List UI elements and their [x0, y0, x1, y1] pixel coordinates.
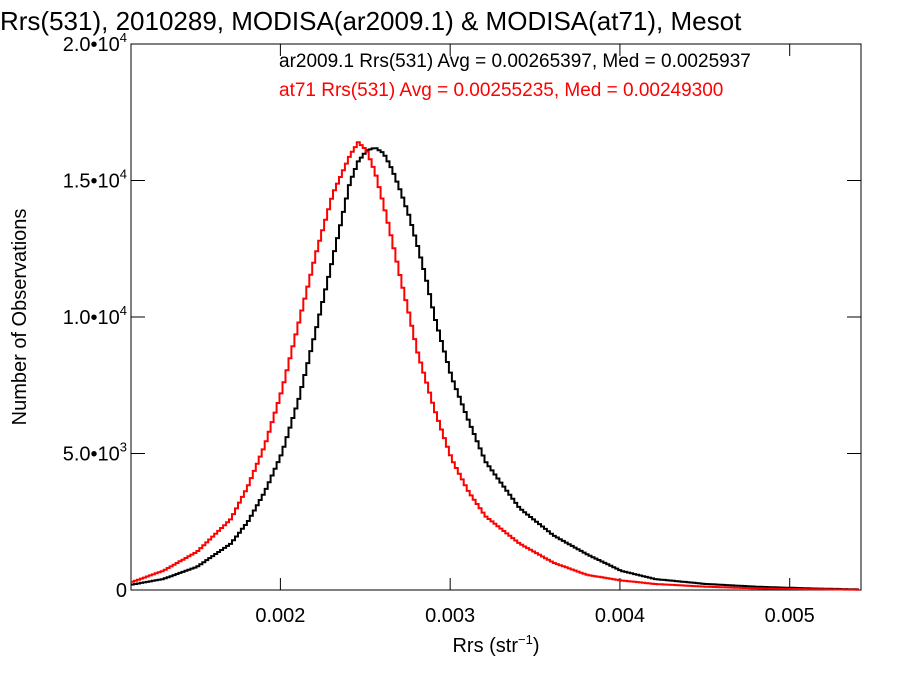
legend-entry-at71: at71 Rrs(531) Avg = 0.00255235, Med = 0.…: [279, 80, 723, 101]
x-tick-label-3: 0.005: [765, 605, 815, 627]
x-tick-label-1: 0.003: [425, 605, 475, 627]
x-axis-label-main: Rrs (str: [452, 635, 518, 657]
series-line-0: [131, 147, 859, 591]
x-axis-ticks: 0.002 0.003 0.004 0.005: [255, 44, 815, 627]
x-tick-label-0: 0.002: [255, 605, 305, 627]
y-tick-label-1: 5.0•103: [63, 440, 127, 466]
chart-title: Rrs(531), 2010289, MODISA(ar2009.1) & MO…: [0, 6, 742, 36]
y-tick-label-2: 1.0•104: [63, 303, 127, 329]
x-axis-label: Rrs (str−1): [452, 632, 539, 657]
y-tick-label-3: 1.5•104: [63, 167, 127, 193]
y-axis-ticks: 0 5.0•103 1.0•104 1.5•104 2.0•104: [63, 30, 861, 602]
y-axis-label: Number of Observations: [9, 209, 31, 426]
y-tick-label-4: 2.0•104: [63, 30, 127, 56]
legend-entry-ar2009: ar2009.1 Rrs(531) Avg = 0.00265397, Med …: [279, 51, 751, 72]
x-axis-label-sup: −1: [518, 632, 533, 647]
series-line-1: [131, 141, 859, 591]
y-tick-label-0: 0: [116, 580, 127, 602]
x-axis-label-end: ): [533, 635, 540, 657]
series-layer: [131, 141, 859, 591]
plot-frame: [130, 43, 862, 591]
x-tick-label-2: 0.004: [595, 605, 645, 627]
